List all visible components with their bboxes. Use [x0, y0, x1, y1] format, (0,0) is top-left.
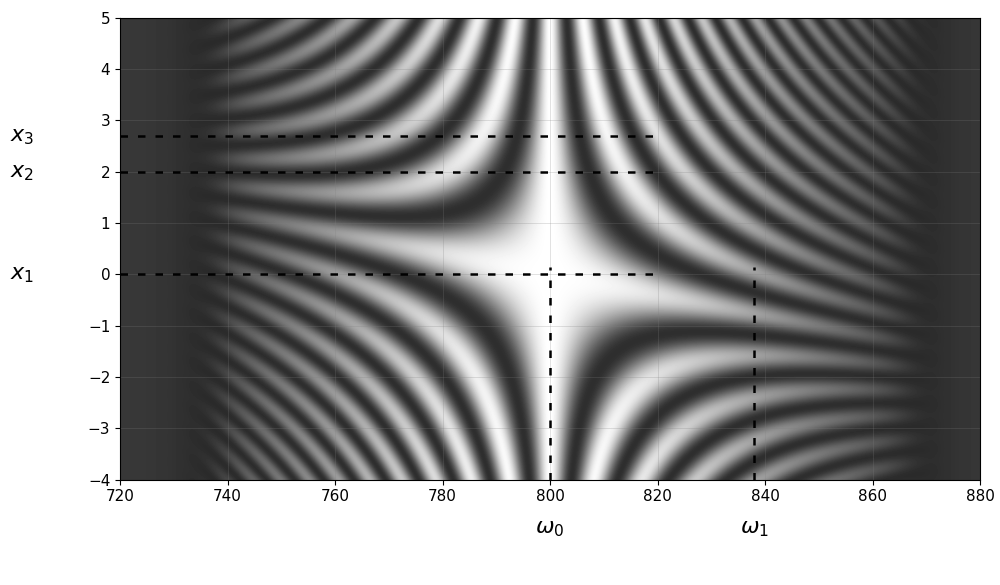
Text: $x_3$: $x_3$ [10, 125, 34, 147]
Text: $x_2$: $x_2$ [10, 161, 34, 183]
Text: $x_1$: $x_1$ [10, 263, 34, 285]
Text: $\omega_0$: $\omega_0$ [535, 517, 565, 539]
Text: $\omega_1$: $\omega_1$ [740, 517, 769, 539]
